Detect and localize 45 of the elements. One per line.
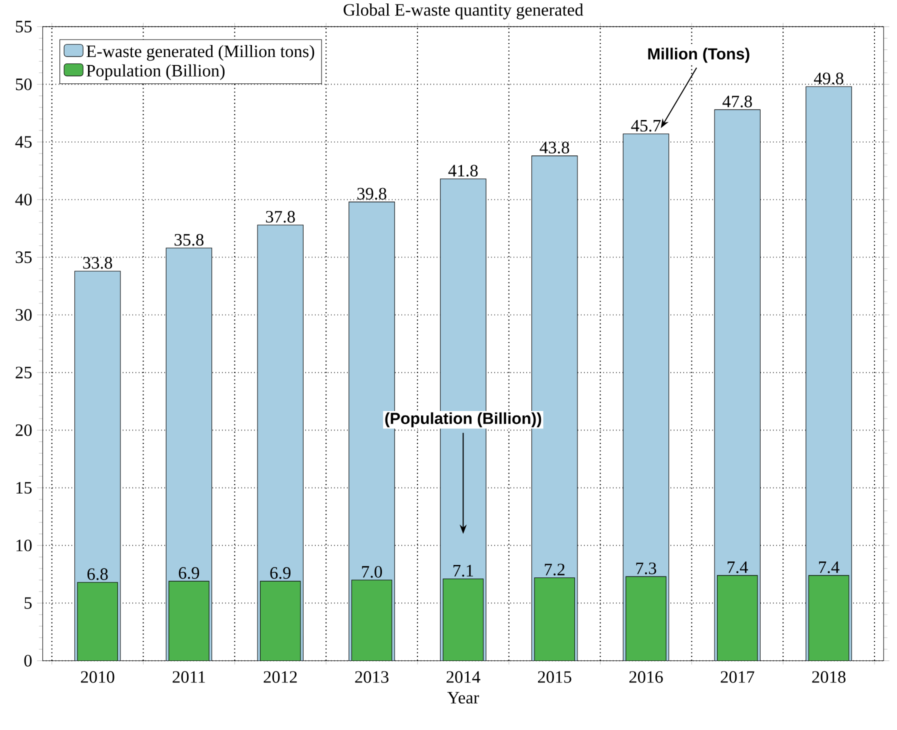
chart-title: Global E-waste quantity generated [344,3,584,20]
data-label: 7.4 [728,561,748,574]
x-tick-label: 2010 [80,671,114,683]
data-label: 6.9 [270,567,290,579]
data-label: 47.8 [722,96,752,108]
data-label: 37.8 [266,210,295,223]
y-tick-label: 20 [16,424,32,436]
data-label: 41.8 [448,164,478,177]
x-tick-label: 2011 [172,671,205,683]
legend-label: Population (Billion) [86,64,225,80]
data-label: 7.3 [636,562,656,574]
data-label: 7.0 [362,566,382,578]
x-tick-label: 2012 [264,671,297,683]
data-label: 7.4 [819,561,840,574]
x-tick-label: 2013 [355,671,388,683]
y-tick-label: 0 [24,654,32,667]
data-label: 6.9 [178,567,200,579]
y-tick-label: 55 [16,20,32,32]
data-label: 35.8 [174,234,204,246]
y-tick-label: 5 [24,597,32,609]
data-label: 6.8 [87,568,108,580]
y-tick-label: 50 [16,78,32,90]
data-label: 43.8 [540,142,570,154]
data-label: 7.2 [544,564,564,576]
y-tick-label: 15 [16,482,32,494]
annotation: (Population (Billion)) [385,412,542,428]
x-tick-label: 2018 [812,671,846,683]
x-axis-title: Year [447,692,480,704]
x-tick-label: 2017 [720,671,754,683]
y-tick-label: 25 [16,366,32,378]
x-tick-label: 2014 [446,671,480,683]
y-tick-label: 40 [15,194,32,206]
data-label: 7.1 [453,564,473,577]
y-tick-label: 45 [15,136,32,148]
x-tick-label: 2015 [538,671,572,683]
legend-label: E-waste generated (Million tons) [86,44,314,61]
x-tick-label: 2016 [629,671,663,683]
y-tick-label: 10 [16,540,32,552]
y-tick-label: 35 [16,251,32,264]
data-label: 49.8 [814,72,844,84]
data-label: 33.8 [83,256,112,269]
y-tick-label: 30 [16,308,32,321]
data-label: 39.8 [357,188,386,200]
annotation: Million (Tons) [648,48,750,63]
data-label: 45.7 [631,120,661,132]
